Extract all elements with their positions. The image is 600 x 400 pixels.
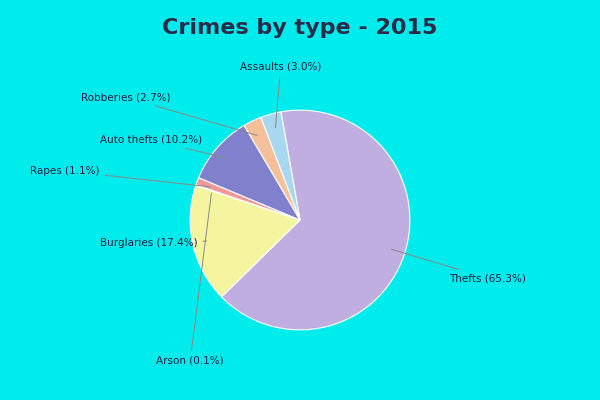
Wedge shape	[199, 126, 300, 220]
Wedge shape	[261, 112, 300, 220]
Wedge shape	[221, 110, 410, 330]
Text: Auto thefts (10.2%): Auto thefts (10.2%)	[100, 135, 227, 158]
Wedge shape	[244, 117, 300, 220]
Wedge shape	[196, 185, 300, 220]
Text: Rapes (1.1%): Rapes (1.1%)	[30, 166, 210, 187]
Wedge shape	[190, 186, 300, 297]
Wedge shape	[196, 178, 300, 220]
Text: Crimes by type - 2015: Crimes by type - 2015	[163, 18, 437, 38]
Text: Robberies (2.7%): Robberies (2.7%)	[81, 92, 257, 135]
Text: Arson (0.1%): Arson (0.1%)	[157, 193, 224, 366]
Text: Burglaries (17.4%): Burglaries (17.4%)	[100, 238, 206, 248]
Text: Assaults (3.0%): Assaults (3.0%)	[240, 61, 322, 128]
Text: Thefts (65.3%): Thefts (65.3%)	[391, 249, 526, 283]
